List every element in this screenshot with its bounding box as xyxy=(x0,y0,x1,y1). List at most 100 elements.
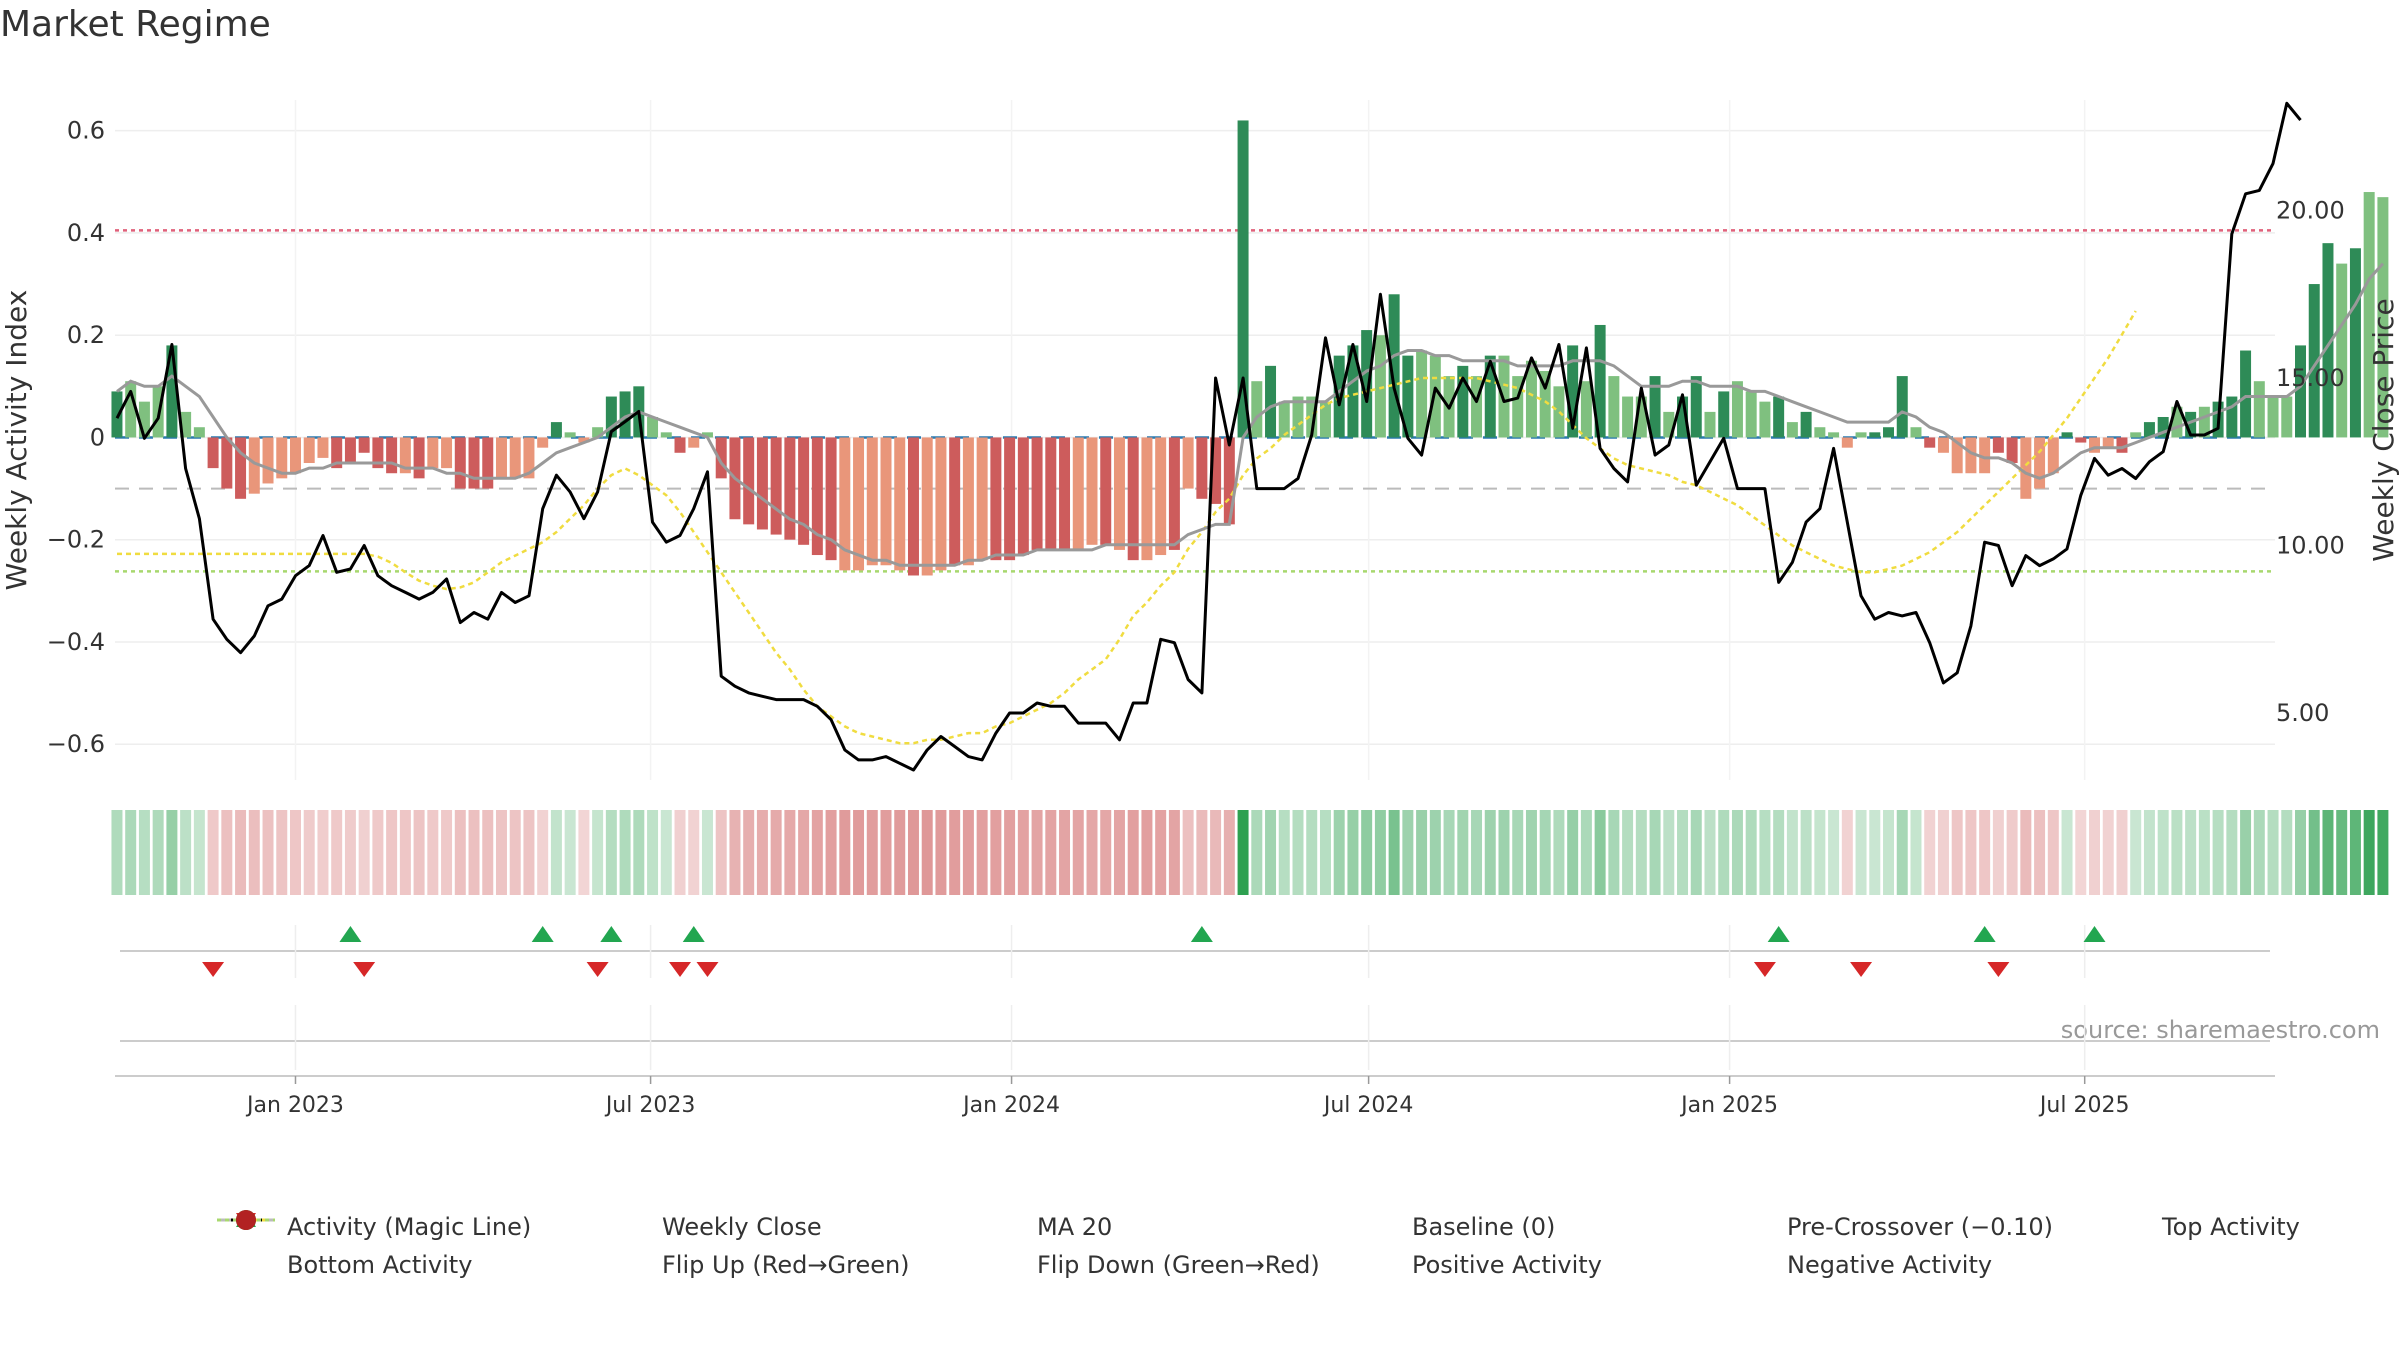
activity-bar xyxy=(344,437,356,464)
activity-bar xyxy=(2281,396,2293,438)
regime-cell xyxy=(743,810,755,895)
legend-label: Flip Down (Green→Red) xyxy=(1037,1251,1320,1279)
activity-bar xyxy=(1690,376,1702,438)
regime-cell xyxy=(1127,810,1139,895)
activity-bar xyxy=(386,437,398,474)
activity-bar xyxy=(2089,437,2101,453)
activity-bar xyxy=(894,437,906,571)
activity-bar xyxy=(1484,355,1496,438)
activity-bar xyxy=(1979,437,1991,474)
regime-cell xyxy=(386,810,398,895)
activity-bars xyxy=(111,120,2389,576)
activity-bar xyxy=(111,391,123,438)
activity-bar xyxy=(798,437,810,545)
regime-cell xyxy=(1690,810,1702,895)
regime-cell xyxy=(454,810,466,895)
activity-bar xyxy=(1210,437,1222,504)
legend-item-top-activity: Top Activity xyxy=(217,1208,2300,1246)
activity-bar xyxy=(2185,411,2197,438)
source-label: source: sharemaestro.com xyxy=(2060,1016,2380,1044)
activity-bar xyxy=(1731,381,1743,438)
regime-cell xyxy=(1168,810,1180,895)
regime-cell xyxy=(537,810,549,895)
activity-bar xyxy=(509,437,521,479)
activity-bar xyxy=(468,437,480,489)
regime-cell xyxy=(2281,810,2293,895)
legend-item-magic-line: Activity (Magic Line) xyxy=(215,1208,590,1246)
activity-bar xyxy=(2226,396,2238,438)
activity-bar xyxy=(1608,376,1620,438)
activity-bar xyxy=(207,437,219,469)
activity-bar xyxy=(550,422,562,438)
activity-bar xyxy=(2020,437,2032,499)
activity-bar xyxy=(166,345,178,438)
regime-band xyxy=(111,810,2389,895)
regime-cell xyxy=(2116,810,2128,895)
regime-cell xyxy=(2322,810,2334,895)
regime-cell xyxy=(2377,810,2389,895)
regime-cell xyxy=(1278,810,1290,895)
regime-cell xyxy=(1223,810,1235,895)
y-tick-label: −0.2 xyxy=(47,526,105,554)
regime-cell xyxy=(193,810,205,895)
regime-cell xyxy=(1663,810,1675,895)
regime-cell xyxy=(358,810,370,895)
activity-bar xyxy=(441,437,453,469)
activity-bar xyxy=(2116,437,2128,453)
regime-cell xyxy=(413,810,425,895)
regime-cell xyxy=(1745,810,1757,895)
regime-cell xyxy=(248,810,260,895)
activity-bar xyxy=(1072,437,1084,550)
activity-bar xyxy=(1924,437,1936,448)
flip-up-marker xyxy=(600,926,623,942)
activity-bar xyxy=(1292,396,1304,438)
activity-bar xyxy=(1168,437,1180,550)
x-tick-label: Jul 2023 xyxy=(604,1093,696,1118)
regime-cell xyxy=(1031,810,1043,895)
regime-cell xyxy=(1512,810,1524,895)
activity-bar xyxy=(427,437,439,469)
regime-cell xyxy=(1237,810,1249,895)
activity-bar xyxy=(1677,396,1689,438)
activity-bar xyxy=(1223,437,1235,525)
regime-cell xyxy=(331,810,343,895)
regime-cell xyxy=(619,810,631,895)
regime-cell xyxy=(784,810,796,895)
legend-item-bottom-activity: Bottom Activity xyxy=(215,1218,590,1284)
flip-down-marker xyxy=(1987,962,2010,977)
regime-cell xyxy=(1883,810,1895,895)
regime-cell xyxy=(1814,810,1826,895)
activity-bar xyxy=(1361,330,1373,438)
regime-cell xyxy=(509,810,521,895)
regime-cell xyxy=(138,810,150,895)
flip-down-marker xyxy=(353,962,376,977)
regime-cell xyxy=(811,810,823,895)
regime-cell xyxy=(482,810,494,895)
regime-cell xyxy=(1210,810,1222,895)
regime-cell xyxy=(262,810,274,895)
regime-cell xyxy=(976,810,988,895)
activity-bar xyxy=(674,437,686,453)
activity-bar xyxy=(1196,437,1208,499)
legend-label: Weekly Close xyxy=(662,1213,822,1241)
legend-item-flip-down: Flip Down (Green→Red) xyxy=(236,1213,1340,1284)
regime-cell xyxy=(866,810,878,895)
regime-cell xyxy=(839,810,851,895)
activity-bar xyxy=(138,401,150,438)
activity-bar xyxy=(248,437,260,494)
regime-cell xyxy=(2006,810,2018,895)
regime-cell xyxy=(2295,810,2306,895)
activity-bar xyxy=(1237,120,1249,438)
regime-cell xyxy=(2130,810,2142,895)
legend-item-pre-crossover: Pre-Crossover (−0.10) xyxy=(217,1208,2090,1246)
regime-cell xyxy=(1539,810,1551,895)
regime-cell xyxy=(2075,810,2087,895)
regime-cell xyxy=(729,810,741,895)
regime-cell xyxy=(1635,810,1647,895)
regime-cell xyxy=(1869,810,1881,895)
activity-bar xyxy=(1622,396,1634,438)
activity-bar xyxy=(811,437,823,556)
regime-cell xyxy=(2061,810,2073,895)
regime-cell xyxy=(935,810,947,895)
activity-bar xyxy=(2198,406,2210,438)
